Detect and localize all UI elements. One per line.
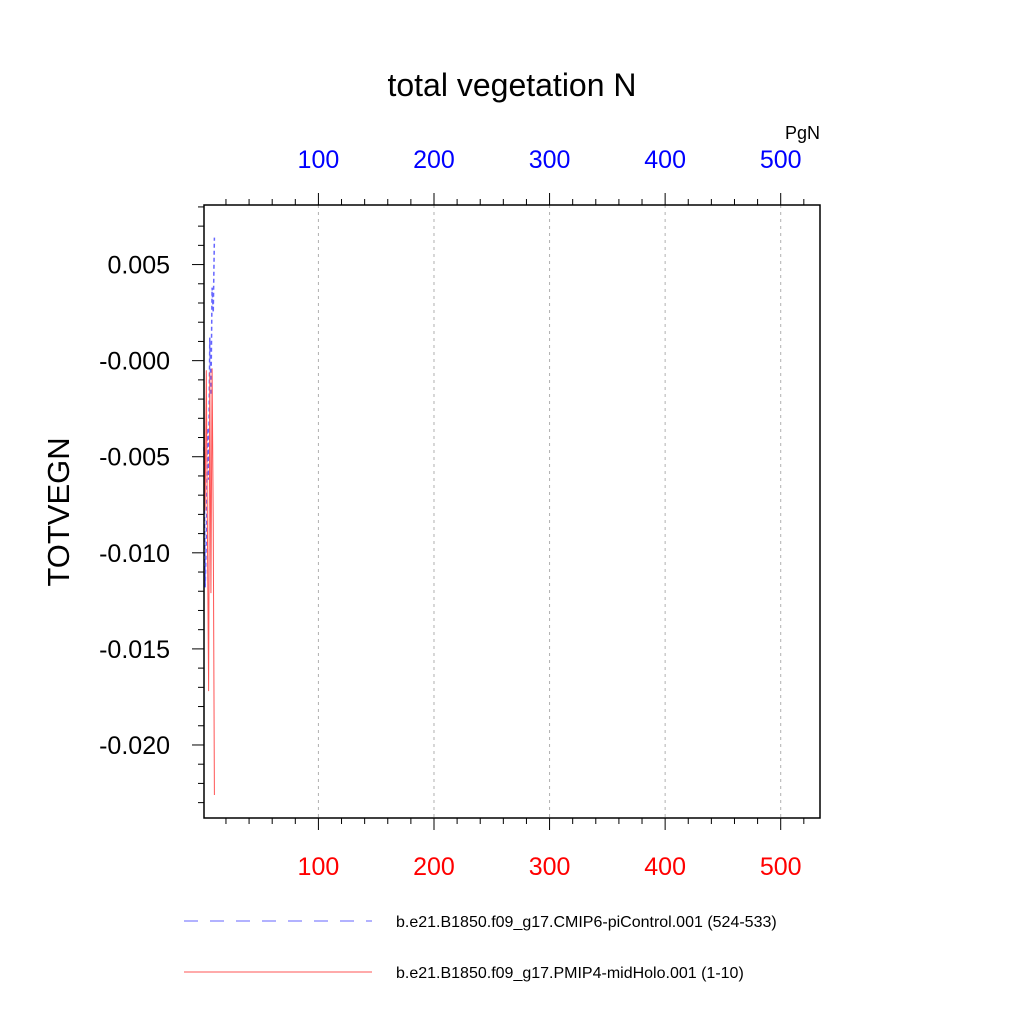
y-axis-label: TOTVEGN bbox=[41, 437, 76, 586]
x-top-tick-label: 300 bbox=[529, 146, 571, 174]
y-tick-label: -0.005 bbox=[99, 444, 170, 472]
x-bottom-tick-label: 200 bbox=[413, 853, 455, 881]
x-top-tick-label: 200 bbox=[413, 146, 455, 174]
legend-label: b.e21.B1850.f09_g17.CMIP6-piControl.001 … bbox=[396, 914, 777, 931]
grid-lines bbox=[317, 205, 782, 818]
axis-ticks bbox=[192, 193, 805, 830]
series-lines bbox=[203, 237, 216, 795]
x-top-tick-label: 100 bbox=[298, 146, 340, 174]
legend-label: b.e21.B1850.f09_g17.PMIP4-midHolo.001 (1… bbox=[396, 965, 744, 982]
legend: b.e21.B1850.f09_g17.CMIP6-piControl.001 … bbox=[184, 914, 777, 982]
plot-frame bbox=[203, 204, 821, 819]
units-label: PgN bbox=[785, 123, 820, 143]
x-bottom-tick-label: 400 bbox=[644, 853, 686, 881]
chart-title: total vegetation N bbox=[387, 67, 636, 103]
x-bottom-tick-label: 500 bbox=[760, 853, 802, 881]
x-bottom-tick-label: 300 bbox=[529, 853, 571, 881]
x-top-tick-label: 500 bbox=[760, 146, 802, 174]
x-bottom-tick-label: 100 bbox=[298, 853, 340, 881]
y-tick-label: -0.020 bbox=[99, 732, 170, 760]
x-top-tick-label: 400 bbox=[644, 146, 686, 174]
y-tick-label: 0.005 bbox=[107, 252, 170, 280]
tick-labels: 0.005 -0.000 -0.005 -0.010 -0.015 -0.020 100 20… bbox=[99, 146, 801, 881]
y-tick-label: -0.015 bbox=[99, 636, 170, 664]
y-tick-label: -0.000 bbox=[99, 348, 170, 376]
series-line bbox=[203, 368, 215, 795]
y-tick-label: -0.010 bbox=[99, 540, 170, 568]
